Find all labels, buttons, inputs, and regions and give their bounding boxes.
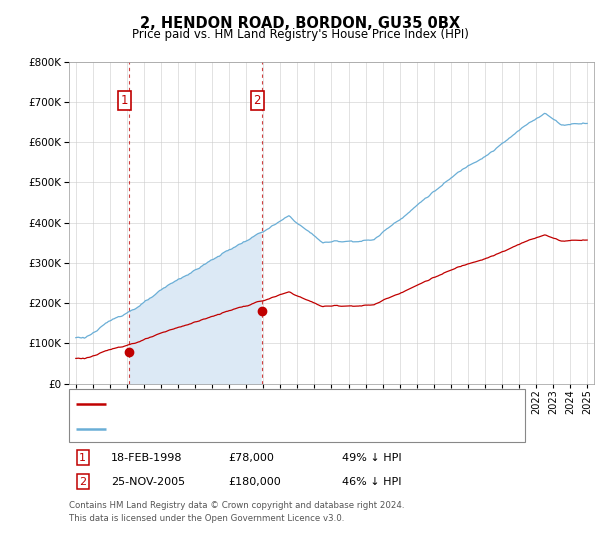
- Text: HPI: Average price, detached house, East Hampshire: HPI: Average price, detached house, East…: [111, 423, 386, 433]
- Text: 2, HENDON ROAD, BORDON, GU35 0BX (detached house): 2, HENDON ROAD, BORDON, GU35 0BX (detach…: [111, 399, 411, 409]
- Text: £180,000: £180,000: [228, 477, 281, 487]
- Text: £78,000: £78,000: [228, 452, 274, 463]
- Text: 1: 1: [121, 94, 128, 107]
- Text: 2: 2: [79, 477, 86, 487]
- Text: 46% ↓ HPI: 46% ↓ HPI: [342, 477, 401, 487]
- Text: 18-FEB-1998: 18-FEB-1998: [111, 452, 182, 463]
- Text: 2, HENDON ROAD, BORDON, GU35 0BX: 2, HENDON ROAD, BORDON, GU35 0BX: [140, 16, 460, 31]
- Text: 25-NOV-2005: 25-NOV-2005: [111, 477, 185, 487]
- Text: 49% ↓ HPI: 49% ↓ HPI: [342, 452, 401, 463]
- Text: 2: 2: [254, 94, 261, 107]
- Text: This data is licensed under the Open Government Licence v3.0.: This data is licensed under the Open Gov…: [69, 514, 344, 522]
- Text: Contains HM Land Registry data © Crown copyright and database right 2024.: Contains HM Land Registry data © Crown c…: [69, 501, 404, 510]
- Text: 1: 1: [79, 452, 86, 463]
- Text: Price paid vs. HM Land Registry's House Price Index (HPI): Price paid vs. HM Land Registry's House …: [131, 28, 469, 41]
